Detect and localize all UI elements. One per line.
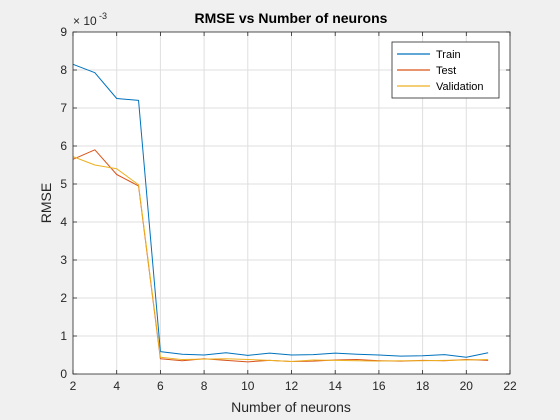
y-tick-label-2: 2 <box>60 291 67 305</box>
exponent-base: × 10 <box>73 14 97 28</box>
x-tick-label-0: 2 <box>70 379 77 393</box>
y-tick-label-6: 6 <box>60 139 67 153</box>
exponent-power: -3 <box>99 11 107 21</box>
y-tick-label-7: 7 <box>60 101 67 115</box>
y-tick-label-3: 3 <box>60 253 67 267</box>
chart-title: RMSE vs Number of neurons <box>195 10 388 26</box>
x-tick-label-5: 12 <box>285 379 299 393</box>
y-tick-label-8: 8 <box>60 63 67 77</box>
legend-label-test: Test <box>436 65 456 77</box>
x-axis-label: Number of neurons <box>231 399 351 415</box>
x-tick-label-1: 4 <box>113 379 120 393</box>
x-tick-label-10: 22 <box>503 379 517 393</box>
x-tick-label-2: 6 <box>157 379 164 393</box>
legend-label-validation: Validation <box>436 81 484 93</box>
legend-label-train: Train <box>436 49 461 61</box>
y-tick-label-1: 1 <box>60 329 67 343</box>
x-tick-label-9: 20 <box>460 379 474 393</box>
y-tick-label-9: 9 <box>60 25 67 39</box>
y-axis-label: RMSE <box>38 183 54 223</box>
x-tick-label-6: 14 <box>329 379 343 393</box>
y-tick-label-4: 4 <box>60 215 67 229</box>
x-tick-label-7: 16 <box>372 379 386 393</box>
x-tick-label-4: 10 <box>241 379 255 393</box>
x-tick-label-8: 18 <box>416 379 430 393</box>
y-exponent: × 10 -3 <box>73 11 107 28</box>
legend: Train Test Validation <box>392 42 499 98</box>
y-tick-label-0: 0 <box>60 367 67 381</box>
y-tick-label-5: 5 <box>60 177 67 191</box>
x-tick-label-3: 8 <box>201 379 208 393</box>
